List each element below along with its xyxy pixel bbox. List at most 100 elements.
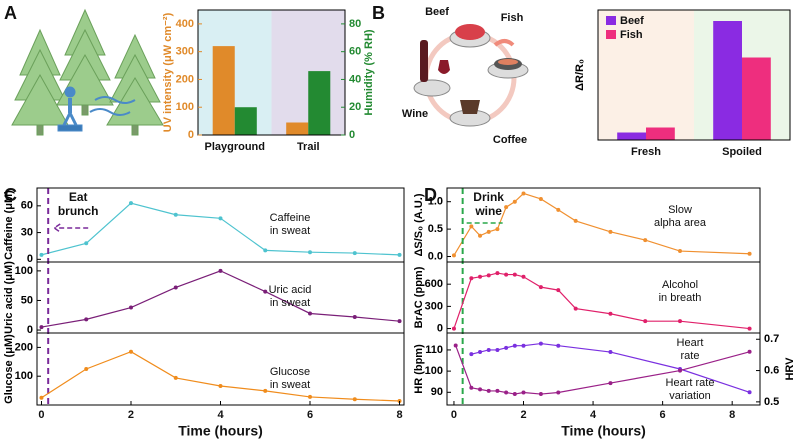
data-point (128, 349, 133, 354)
bar (713, 21, 742, 140)
y-tick-label: 0 (27, 253, 33, 265)
y2-tick-label: 0.5 (764, 396, 779, 408)
y-tick-label: 200 (176, 73, 194, 85)
y-tick-label: 110 (425, 344, 443, 356)
data-point (747, 390, 752, 395)
y-tick-label: 300 (176, 46, 194, 58)
data-point (451, 253, 456, 258)
data-point (573, 306, 578, 311)
category-background (598, 10, 694, 140)
data-point (352, 315, 357, 320)
x-tick-label: 4 (590, 409, 597, 421)
data-point (538, 392, 543, 397)
data-point (495, 388, 500, 393)
y-axis-label: Caffeine (μM) (3, 190, 15, 260)
x-tick-label: Spoiled (722, 146, 762, 158)
y-axis-label: HRV (784, 357, 796, 381)
data-point (469, 385, 474, 390)
y-axis-label: HR (bpm) (413, 344, 425, 394)
y2-tick-label: 40 (349, 73, 361, 85)
series-note: Heart (677, 337, 704, 349)
y2-tick-label: 80 (349, 18, 361, 30)
x-tick-label: 2 (520, 409, 526, 421)
data-point (173, 375, 178, 380)
y-tick-label: 100 (15, 265, 33, 277)
y-tick-label: 0 (27, 324, 33, 336)
series-note: in sweat (270, 379, 310, 391)
panel-letter: D (424, 185, 437, 205)
data-point (504, 345, 509, 350)
data-point (128, 305, 133, 310)
bar (646, 127, 675, 140)
data-point (512, 199, 517, 204)
data-point (504, 272, 509, 277)
x-tick-label: 0 (38, 409, 44, 421)
illustration-label: Beef (425, 6, 449, 18)
data-point (512, 392, 517, 397)
data-point (678, 368, 683, 373)
y-tick-label: 30 (21, 226, 33, 238)
x-tick-label: 2 (128, 409, 134, 421)
y-tick-label: 0.5 (428, 223, 443, 235)
series-note: Heart rate (666, 377, 715, 389)
y-axis-label: ΔR/R₀ (574, 59, 586, 91)
data-point (263, 388, 268, 393)
y-axis-label: BrAC (ppm) (413, 266, 425, 328)
data-point (453, 343, 458, 348)
data-point (478, 233, 483, 238)
data-point (486, 229, 491, 234)
y2-tick-label: 0.6 (764, 364, 779, 376)
y-tick-label: 0.0 (428, 250, 443, 262)
food-illustration (413, 24, 529, 127)
y2-tick-label: 0 (349, 129, 355, 141)
y-tick-label: 300 (425, 300, 443, 312)
data-point (521, 274, 526, 279)
plot-frame (597, 9, 791, 141)
annotation-arrow (52, 223, 89, 233)
series-line (453, 272, 750, 330)
y-tick-label: 100 (176, 101, 194, 113)
annotation-text: Drink (473, 190, 504, 204)
y-tick-label: 100 (15, 370, 33, 382)
data-point (608, 350, 613, 355)
y2-tick-label: 60 (349, 46, 361, 58)
data-point (521, 343, 526, 348)
x-tick-label: 8 (396, 409, 402, 421)
data-point (538, 196, 543, 201)
series-line (41, 351, 400, 402)
data-point (495, 271, 500, 276)
data-point (173, 212, 178, 217)
data-point (39, 325, 44, 330)
data-point (747, 326, 752, 331)
y-tick-label: 400 (176, 18, 194, 30)
data-point (308, 394, 313, 399)
series-note: in sweat (270, 297, 310, 309)
data-point (608, 381, 613, 386)
series-note: variation (669, 390, 711, 402)
data-point (263, 248, 268, 253)
data-point (478, 274, 483, 279)
panel-letter: C (4, 185, 17, 205)
data-point (538, 285, 543, 290)
data-point (486, 388, 491, 393)
series-note: Uric acid (269, 284, 312, 296)
data-point (521, 191, 526, 196)
y-tick-label: 50 (21, 294, 33, 306)
data-point (521, 390, 526, 395)
illustration-label: Wine (402, 108, 428, 120)
plot-frame (197, 9, 346, 136)
data-point (573, 218, 578, 223)
series-note: Glucose (270, 366, 310, 378)
data-point (495, 347, 500, 352)
data-point (397, 319, 402, 324)
data-point (504, 205, 509, 210)
forest-illustration (11, 8, 164, 136)
legend-swatch (606, 16, 616, 25)
data-point (556, 288, 561, 293)
y-tick-label: 200 (15, 341, 33, 353)
y-axis-label: Glucose (μM) (3, 334, 15, 404)
data-point (39, 252, 44, 257)
data-point (308, 311, 313, 316)
data-point (128, 201, 133, 206)
y-tick-label: 90 (431, 386, 443, 398)
